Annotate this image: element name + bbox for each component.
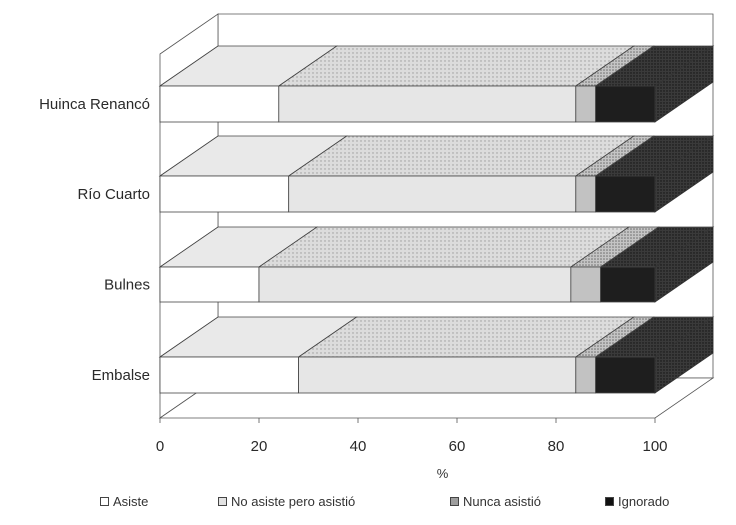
- bar-segment: [159, 175, 290, 213]
- legend: Asiste No asiste pero asistió Nunca asis…: [40, 494, 730, 518]
- bar-segment: [298, 356, 577, 394]
- bar-group: [158, 135, 715, 213]
- legend-label-nunca: Nunca asistió: [463, 494, 542, 509]
- legend-label-asiste: Asiste: [113, 494, 149, 509]
- bar-segment: [595, 175, 656, 213]
- legend-swatch-asiste: [100, 497, 109, 506]
- x-tick-label: 20: [251, 438, 268, 455]
- x-tick-label: 60: [449, 438, 466, 455]
- bar-segment: [159, 85, 280, 123]
- bar-group: [158, 226, 715, 303]
- bar-segment: [159, 356, 300, 394]
- bar-segment: [570, 266, 601, 303]
- bar-segment: [575, 175, 596, 213]
- category-label: Huinca Renancó: [39, 96, 150, 113]
- x-axis-label: %: [437, 466, 449, 481]
- bar-top-face: [257, 226, 631, 268]
- bar-segment: [278, 85, 577, 123]
- bar-group: [158, 45, 715, 123]
- legend-swatch-ignorado: [605, 497, 614, 506]
- x-tick-label: 0: [156, 438, 164, 455]
- bar-right-side: [654, 45, 714, 123]
- bar-segment: [159, 266, 260, 303]
- bar-segment: [288, 175, 577, 213]
- bar-segment: [575, 356, 596, 394]
- legend-item-asiste: Asiste: [100, 494, 148, 509]
- bar-segment: [575, 85, 596, 123]
- bar-top-face: [297, 316, 636, 358]
- bar-segment: [595, 85, 656, 123]
- category-label: Embalse: [92, 367, 150, 384]
- legend-swatch-nunca: [450, 497, 459, 506]
- bar-top-face: [277, 45, 636, 87]
- legend-item-no-asiste: No asiste pero asistió: [218, 494, 355, 509]
- x-tick-label: 80: [548, 438, 565, 455]
- x-tick-label: 40: [350, 438, 367, 455]
- bar-right-side: [654, 226, 714, 303]
- bar-group: [158, 316, 715, 394]
- bar-right-side: [654, 316, 714, 394]
- bars-layer: [158, 45, 715, 394]
- legend-label-ignorado: Ignorado: [618, 494, 670, 509]
- category-label: Río Cuarto: [77, 186, 150, 203]
- bar-right-side: [654, 135, 714, 213]
- legend-label-no-asiste: No asiste pero asistió: [231, 494, 356, 509]
- bar-segment: [258, 266, 572, 303]
- bar-top-face: [287, 135, 636, 177]
- category-label: Bulnes: [104, 277, 150, 294]
- labels-layer: Huinca Renancó Río Cuarto Bulnes Embalse 0 20…: [39, 96, 667, 481]
- bar-segment: [600, 266, 656, 303]
- bar-segment: [595, 356, 656, 394]
- legend-item-nunca: Nunca asistió: [450, 494, 541, 509]
- legend-item-ignorado: Ignorado: [605, 494, 669, 509]
- legend-swatch-no-asiste: [218, 497, 227, 506]
- x-tick-label: 100: [642, 438, 667, 455]
